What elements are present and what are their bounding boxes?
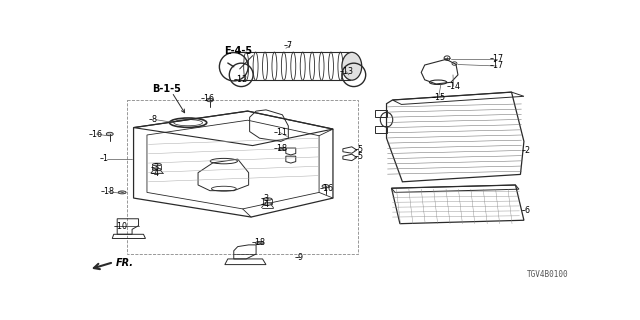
Text: –9: –9 [295, 253, 304, 262]
Text: –18: –18 [252, 238, 266, 247]
Text: –4: –4 [150, 169, 159, 178]
Ellipse shape [152, 168, 161, 171]
Ellipse shape [106, 132, 113, 136]
Ellipse shape [207, 98, 213, 102]
Text: –15: –15 [432, 92, 446, 101]
Text: TGV4B0100: TGV4B0100 [527, 270, 568, 279]
Text: –14: –14 [447, 82, 461, 91]
Text: –4: –4 [261, 200, 270, 209]
Text: –17: –17 [490, 61, 504, 70]
Text: –7: –7 [284, 41, 292, 50]
Text: –6: –6 [522, 206, 531, 215]
Text: –11: –11 [273, 128, 287, 137]
Ellipse shape [152, 163, 161, 166]
Text: –17: –17 [490, 54, 504, 63]
Text: –16: –16 [89, 130, 103, 139]
Text: E-4-5: E-4-5 [225, 46, 253, 56]
Text: –16: –16 [320, 184, 334, 193]
Text: –3: –3 [261, 194, 270, 203]
Ellipse shape [255, 241, 264, 244]
Text: –5: –5 [355, 152, 364, 161]
Ellipse shape [322, 185, 329, 188]
Text: –12: –12 [234, 75, 248, 84]
Ellipse shape [263, 203, 272, 205]
Text: –13: –13 [340, 67, 354, 76]
Text: –10: –10 [114, 222, 128, 231]
Text: B-1-5: B-1-5 [152, 84, 181, 94]
Ellipse shape [278, 147, 286, 150]
Text: –18: –18 [101, 187, 115, 196]
Text: –18: –18 [273, 144, 287, 153]
Text: –1: –1 [100, 154, 109, 163]
Text: –3: –3 [150, 163, 159, 172]
Text: –5: –5 [355, 145, 364, 154]
Text: –8: –8 [148, 115, 157, 124]
Ellipse shape [263, 198, 272, 200]
Text: –2: –2 [521, 146, 531, 155]
Ellipse shape [118, 191, 126, 194]
Bar [127, 100, 358, 254]
Text: –16: –16 [201, 94, 215, 103]
Text: FR.: FR. [116, 258, 134, 268]
Ellipse shape [342, 52, 362, 80]
